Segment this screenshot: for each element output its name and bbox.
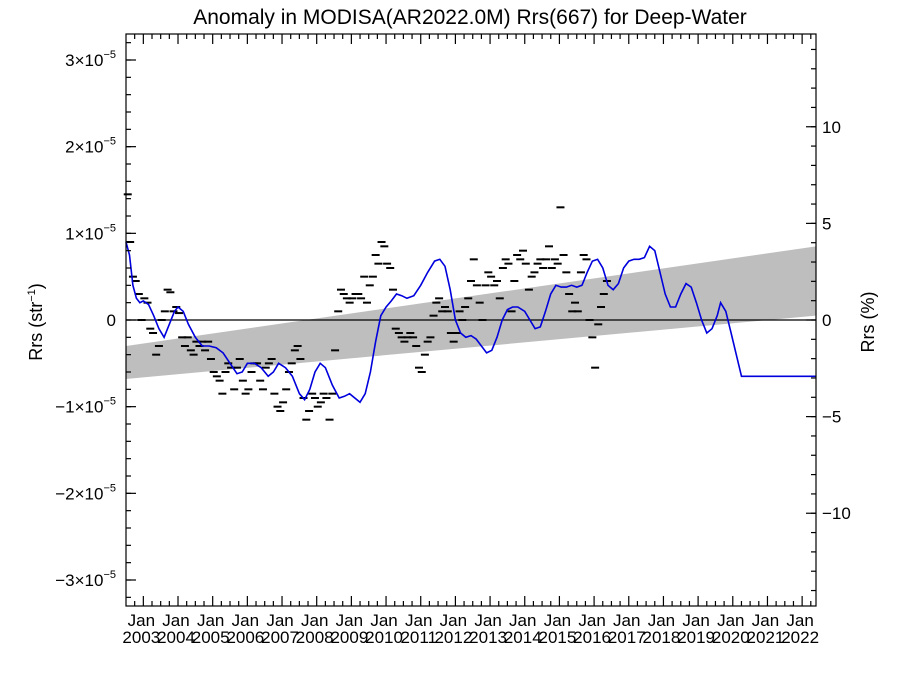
x-tick-month: Jan [544,611,571,630]
x-tick-year: 2014 [504,628,542,647]
x-tick-year: 2007 [261,628,299,647]
x-tick-month: Jan [717,611,744,630]
x-tick-month: Jan [648,611,675,630]
plot-area: 3×10−52×10−51×10−50−1×10−5−2×10−5−3×10−5… [55,33,851,647]
x-tick-month: Jan [440,611,467,630]
y-tick-mantissa: 3×10 [65,51,103,70]
x-tick-month: Jan [162,611,189,630]
x-tick-year: 2013 [469,628,507,647]
x-tick-year: 2012 [434,628,472,647]
y-tick-exponent: −5 [103,396,116,408]
x-tick-year: 2021 [747,628,785,647]
x-tick-month: Jan [266,611,293,630]
x-tick-year: 2016 [573,628,611,647]
y-tick-label: 1×10−5 [65,222,116,243]
smoothed-series-line [125,241,816,404]
y-tick-exponent: −5 [103,222,116,234]
x-tick-year: 2006 [226,628,264,647]
x-tick-year: 2022 [781,628,819,647]
x-tick-year: 2008 [296,628,334,647]
y-tick-exponent: −5 [103,136,116,148]
y-tick-mantissa: 1×10 [65,224,103,243]
y-tick-exponent: −5 [103,569,116,581]
y-tick-label: −3×10−5 [55,569,116,590]
y2-tick-label: 0 [822,311,831,330]
x-tick-year: 2015 [539,628,577,647]
x-tick-month: Jan [232,611,259,630]
x-tick-month: Jan [197,611,224,630]
x-tick-year: 2009 [330,628,368,647]
y-tick-mantissa: −3×10 [55,571,103,590]
y-tick-exponent: −5 [103,482,116,494]
chart-title: Anomaly in MODISA(AR2022.0M) Rrs(667) fo… [193,6,747,29]
y-tick-mantissa: 0 [107,311,116,330]
y-tick-label: −1×10−5 [55,396,116,417]
x-tick-year: 2018 [643,628,681,647]
x-tick-year: 2017 [608,628,646,647]
x-tick-year: 2003 [122,628,160,647]
x-tick-year: 2011 [400,628,437,647]
x-tick-year: 2004 [157,628,195,647]
x-tick-year: 2020 [712,628,750,647]
y-tick-mantissa: −2×10 [55,484,103,503]
x-tick-year: 2010 [365,628,403,647]
y-tick-mantissa: −1×10 [55,398,103,417]
y-tick-label: 3×10−5 [65,49,116,70]
y-tick-mantissa: 2×10 [65,138,103,157]
y-tick-label: −2×10−5 [55,482,116,503]
y-tick-exponent: −5 [103,49,116,61]
x-tick-month: Jan [682,611,709,630]
y2-tick-label: 10 [822,118,841,137]
y2-tick-label: −5 [822,408,841,427]
x-tick-month: Jan [509,611,536,630]
x-tick-year: 2005 [192,628,230,647]
x-tick-year: 2019 [677,628,715,647]
y-tick-label: 2×10−5 [65,136,116,157]
x-tick-month: Jan [128,611,155,630]
x-tick-month: Jan [301,611,328,630]
x-tick-month: Jan [370,611,397,630]
y2-tick-label: 5 [822,214,831,233]
x-tick-month: Jan [336,611,363,630]
x-tick-month: Jan [613,611,640,630]
x-tick-month: Jan [405,611,432,630]
y2-tick-label: −10 [822,504,851,523]
y-tick-label: 0 [107,311,116,330]
x-tick-month: Jan [474,611,501,630]
y-axis-label: Rrs (str−1) [26,283,46,361]
x-tick-month: Jan [578,611,605,630]
y2-axis-label: Rrs (%) [858,292,878,353]
x-tick-month: Jan [752,611,779,630]
x-tick-month: Jan [786,611,813,630]
